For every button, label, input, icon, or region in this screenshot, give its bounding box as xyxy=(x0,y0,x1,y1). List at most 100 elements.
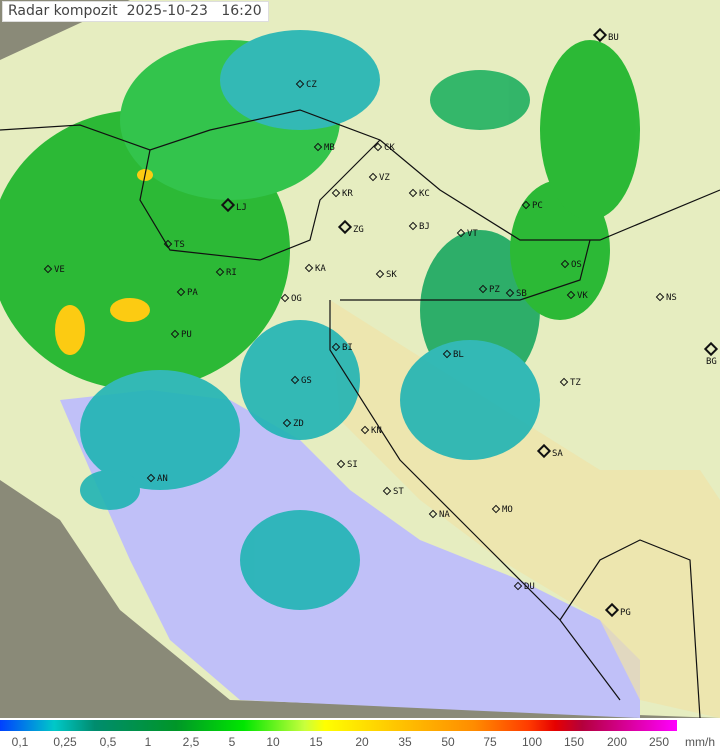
city-label-gs: GS xyxy=(290,375,312,386)
city-marker-icon xyxy=(360,425,370,435)
legend-label: 100 xyxy=(521,735,543,749)
city-label-ns: NS xyxy=(655,292,677,303)
city-marker-icon xyxy=(428,509,438,519)
city-label-tz: TZ xyxy=(559,377,581,388)
city-code: BU xyxy=(608,33,619,43)
city-marker-icon xyxy=(368,172,378,182)
city-label-ck: CK xyxy=(373,142,395,153)
city-code: NA xyxy=(439,510,450,520)
city-label-sb: SB xyxy=(505,288,527,299)
legend-label: 5 xyxy=(228,735,236,749)
city-marker-icon xyxy=(43,264,53,274)
city-marker-icon xyxy=(290,375,300,385)
city-marker-icon xyxy=(559,377,569,387)
city-label-si: SI xyxy=(336,459,358,470)
city-label-mb: MB xyxy=(313,142,335,153)
legend-label: 15 xyxy=(309,735,323,749)
city-label-pg: PG xyxy=(604,602,631,618)
city-code: ST xyxy=(393,487,404,497)
city-code: KR xyxy=(342,189,353,199)
city-label-du: DU xyxy=(513,581,535,592)
city-marker-icon xyxy=(336,459,346,469)
legend-unit: mm/h xyxy=(685,735,715,749)
city-marker-icon xyxy=(280,293,290,303)
city-marker-icon xyxy=(163,239,173,249)
city-marker-icon xyxy=(521,200,531,210)
city-label-bi: BI xyxy=(331,342,353,353)
city-label-og: OG xyxy=(280,293,302,304)
country-borders xyxy=(0,109,720,718)
legend-label: 150 xyxy=(563,735,585,749)
city-code: KN xyxy=(371,426,382,436)
city-marker-icon xyxy=(170,329,180,339)
legend-labels: 0,1 0,25 0,5 1 2,5 5 10 15 20 35 50 75 100 150 200 250 m… xyxy=(0,735,720,751)
city-label-kc: KC xyxy=(408,188,430,199)
city-marker-icon xyxy=(513,581,523,591)
city-code: BI xyxy=(342,343,353,353)
legend-label: 0,5 xyxy=(99,735,117,749)
title-date: 2025-10-23 xyxy=(126,3,208,19)
city-code: ZG xyxy=(353,225,364,235)
city-marker-icon xyxy=(491,504,501,514)
city-code: VE xyxy=(54,265,65,275)
city-code: MO xyxy=(502,505,513,515)
legend-label: 2,5 xyxy=(182,735,200,749)
city-label-sa: SA xyxy=(536,443,563,459)
city-marker-icon xyxy=(295,79,305,89)
city-code: VT xyxy=(467,229,478,239)
city-marker-icon xyxy=(604,602,620,618)
legend-label: 50 xyxy=(441,735,455,749)
city-code: NS xyxy=(666,293,677,303)
legend-label: 250 xyxy=(648,735,670,749)
city-code: OS xyxy=(571,260,582,270)
city-code: DU xyxy=(524,582,535,592)
city-marker-icon xyxy=(408,221,418,231)
city-label-vt: VT xyxy=(456,228,478,239)
city-code: CZ xyxy=(306,80,317,90)
city-code: GS xyxy=(301,376,312,386)
city-label-pc: PC xyxy=(521,200,543,211)
city-label-bl: BL xyxy=(442,349,464,360)
radar-title: Radar kompozit 2025-10-23 16:20 xyxy=(2,1,269,22)
city-label-mo: MO xyxy=(491,504,513,515)
city-label-pz: PZ xyxy=(478,284,500,295)
city-code: PZ xyxy=(489,285,500,295)
city-code: SA xyxy=(552,449,563,459)
city-marker-icon xyxy=(592,27,608,43)
city-code: BG xyxy=(706,357,717,367)
city-code: BL xyxy=(453,350,464,360)
city-code: CK xyxy=(384,143,395,153)
city-label-bg: BG xyxy=(703,341,720,367)
city-code: PG xyxy=(620,608,631,618)
city-code: BJ xyxy=(419,222,430,232)
city-marker-icon xyxy=(703,341,719,357)
city-label-ts: TS xyxy=(163,239,185,250)
city-label-kn: KN xyxy=(360,425,382,436)
city-marker-icon xyxy=(505,288,515,298)
city-label-pa: PA xyxy=(176,287,198,298)
city-code: PU xyxy=(181,330,192,340)
city-code: TS xyxy=(174,240,185,250)
city-code: SI xyxy=(347,460,358,470)
legend-label: 75 xyxy=(483,735,497,749)
city-label-lj: LJ xyxy=(220,197,247,213)
city-marker-icon xyxy=(382,486,392,496)
city-code: OG xyxy=(291,294,302,304)
city-marker-icon xyxy=(375,269,385,279)
city-code: LJ xyxy=(236,203,247,213)
city-label-ka: KA xyxy=(304,263,326,274)
city-label-zg: ZG xyxy=(337,219,364,235)
city-code: MB xyxy=(324,143,335,153)
city-label-bj: BJ xyxy=(408,221,430,232)
city-code: PA xyxy=(187,288,198,298)
city-marker-icon xyxy=(215,267,225,277)
city-label-vz: VZ xyxy=(368,172,390,183)
title-text: Radar kompozit xyxy=(8,3,118,19)
city-marker-icon xyxy=(146,473,156,483)
city-label-bu: BU xyxy=(592,27,619,43)
city-code: KC xyxy=(419,189,430,199)
city-marker-icon xyxy=(337,219,353,235)
title-time: 16:20 xyxy=(221,3,262,19)
city-label-na: NA xyxy=(428,509,450,520)
